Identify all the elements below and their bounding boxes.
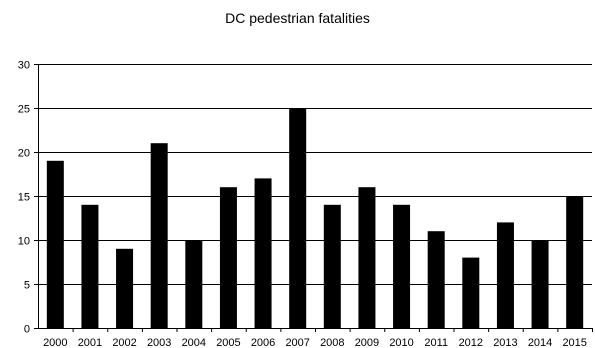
y-tick-label: 0 xyxy=(24,324,30,336)
x-tick-label-2001: 2001 xyxy=(78,337,102,348)
bar-2008 xyxy=(323,204,341,328)
bar-2000 xyxy=(46,160,64,328)
bar-2013 xyxy=(496,222,514,328)
bar-2015 xyxy=(566,196,584,328)
bar-2004 xyxy=(185,240,203,328)
x-tick-label-2008: 2008 xyxy=(320,337,344,348)
x-tick-label-2011: 2011 xyxy=(424,337,448,348)
x-tick-label-2013: 2013 xyxy=(493,337,517,348)
tick-labels: 0 5 10 15 20 25 30 2000 2001 2002 2003 2004 2005 2006… xyxy=(18,60,587,348)
x-tick-label-2004: 2004 xyxy=(182,337,206,348)
y-tick-label: 25 xyxy=(18,104,30,116)
bar-2006 xyxy=(254,178,272,328)
y-tick-label: 20 xyxy=(18,148,30,160)
chart-title: DC pedestrian fatalities xyxy=(225,10,370,26)
axes xyxy=(34,64,593,332)
x-tick-label-2002: 2002 xyxy=(112,337,136,348)
bar-2009 xyxy=(358,187,376,328)
bar-2005 xyxy=(219,187,237,328)
y-tick-label: 10 xyxy=(18,236,30,248)
y-tick-label: 15 xyxy=(18,192,30,204)
bar-2010 xyxy=(393,204,411,328)
bar-2011 xyxy=(427,231,445,328)
x-tick-label-2005: 2005 xyxy=(216,337,240,348)
bar-2003 xyxy=(150,143,168,328)
y-tick-label: 30 xyxy=(18,60,30,72)
x-tick-label-2007: 2007 xyxy=(285,337,309,348)
x-tick-label-2014: 2014 xyxy=(528,337,552,348)
x-tick-label-2009: 2009 xyxy=(355,337,379,348)
bar-2001 xyxy=(81,204,99,328)
x-tick-label-2006: 2006 xyxy=(251,337,275,348)
x-tick-label-2003: 2003 xyxy=(147,337,171,348)
x-tick-label-2000: 2000 xyxy=(43,337,67,348)
x-tick-label-2015: 2015 xyxy=(562,337,586,348)
x-tick-label-2012: 2012 xyxy=(459,337,483,348)
bars xyxy=(46,108,584,328)
y-tick-label: 5 xyxy=(24,280,30,292)
bar-2007 xyxy=(289,108,307,328)
x-tick-label-2010: 2010 xyxy=(389,337,413,348)
bar-2014 xyxy=(531,240,549,328)
bar-2012 xyxy=(462,257,480,328)
bar-2002 xyxy=(116,248,134,328)
